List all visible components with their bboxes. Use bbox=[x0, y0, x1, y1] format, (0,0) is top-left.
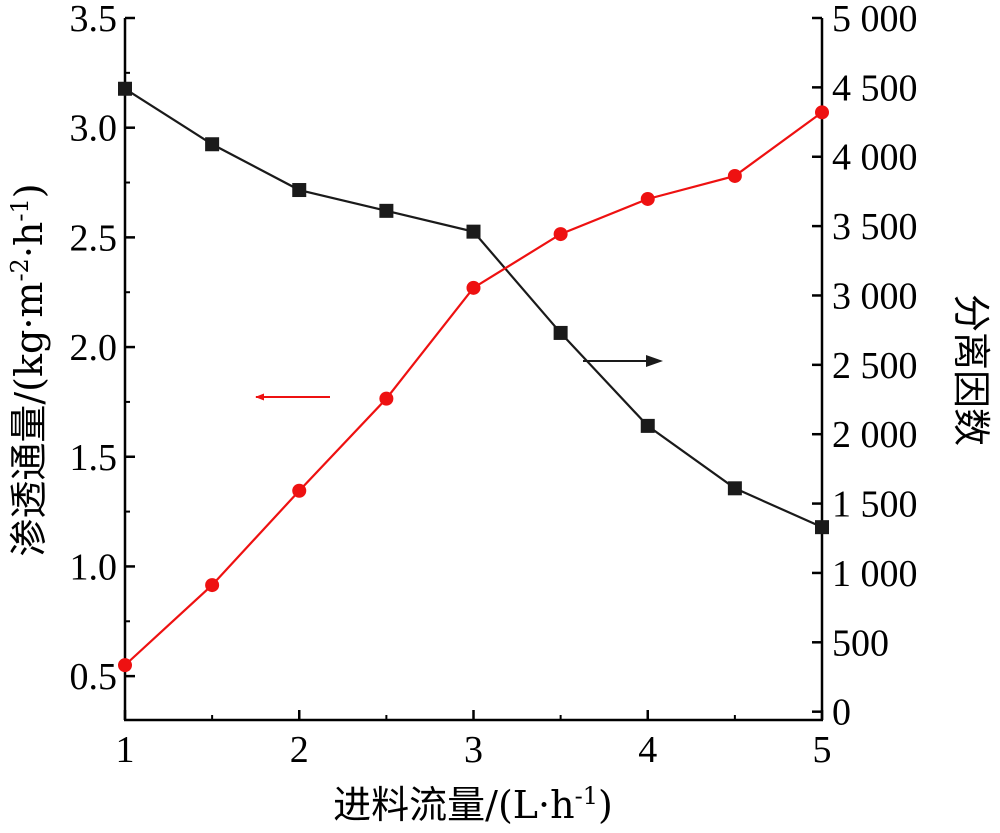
data-point-circle bbox=[205, 578, 220, 593]
y-left-tick-label: 0.5 bbox=[70, 656, 118, 698]
x-tick-label: 5 bbox=[813, 729, 832, 771]
y-right-tick-label: 500 bbox=[832, 622, 889, 664]
x-tick-label: 4 bbox=[638, 729, 657, 771]
black-arrow-head bbox=[646, 355, 663, 367]
data-point-circle bbox=[727, 168, 742, 183]
y-right-tick-label: 4 500 bbox=[832, 67, 918, 109]
y-left-tick-label: 2.5 bbox=[70, 217, 118, 259]
data-point-square bbox=[205, 137, 220, 152]
y-right-axis-title: 分离因数 bbox=[949, 294, 993, 446]
data-point-circle bbox=[640, 191, 655, 206]
y-left-axis-title: 渗透通量/(kg·m-2·h-1) bbox=[6, 183, 51, 556]
annotation-arrows bbox=[255, 355, 663, 401]
y-right-tick-label: 5 000 bbox=[832, 0, 918, 40]
y-left-tick-label: 1.0 bbox=[70, 546, 118, 588]
data-point-square bbox=[118, 81, 132, 96]
y-right-tick-label: 1 000 bbox=[832, 553, 918, 595]
data-point-square bbox=[553, 325, 568, 340]
y-left-tick-label: 2.0 bbox=[70, 327, 118, 369]
y-right-tick-label: 4 000 bbox=[832, 137, 918, 179]
data-point-square bbox=[640, 418, 655, 433]
x-tick-label: 3 bbox=[464, 729, 483, 771]
data-point-square bbox=[815, 520, 829, 535]
y-right-tick-label: 0 bbox=[832, 692, 851, 734]
y-right-ticks: 0 500 1 000 1 500 2 000 2 500 3 000 3 500 4 000 4… bbox=[812, 0, 918, 734]
series-line-1 bbox=[124, 111, 823, 666]
y-right-tick-label: 2 000 bbox=[832, 414, 918, 456]
data-point-square bbox=[466, 224, 481, 239]
x-axis-title: 进料流量/(L·h-1) bbox=[333, 782, 613, 827]
y-left-tick-label: 1.5 bbox=[70, 437, 118, 479]
y-right-tick-label: 3 000 bbox=[832, 275, 918, 317]
data-point-square bbox=[379, 203, 394, 218]
y-left-tick-label: 3.0 bbox=[70, 108, 118, 150]
data-point-circle bbox=[379, 391, 394, 406]
y-right-tick-label: 3 500 bbox=[832, 206, 918, 248]
data-point-circle bbox=[118, 658, 132, 673]
y-left-tick-label: 3.5 bbox=[70, 0, 118, 40]
x-tick-label: 2 bbox=[290, 729, 309, 771]
series-line-0 bbox=[124, 87, 823, 529]
x-tick-label: 1 bbox=[116, 729, 135, 771]
data-point-circle bbox=[553, 227, 568, 242]
y-right-tick-label: 2 500 bbox=[832, 345, 918, 387]
data-point-circle bbox=[466, 280, 481, 295]
data-point-circle bbox=[815, 105, 829, 120]
y-right-tick-label: 1 500 bbox=[832, 484, 918, 526]
data-point-circle bbox=[292, 483, 307, 498]
x-ticks: 1 2 3 4 5 bbox=[116, 710, 832, 771]
y-left-ticks: 0.5 1.0 1.5 2.0 2.5 3.0 3.5 bbox=[70, 0, 135, 698]
data-point-square bbox=[727, 481, 742, 496]
series-layer bbox=[118, 81, 829, 673]
data-point-square bbox=[292, 183, 307, 198]
plot-frame bbox=[123, 18, 824, 722]
